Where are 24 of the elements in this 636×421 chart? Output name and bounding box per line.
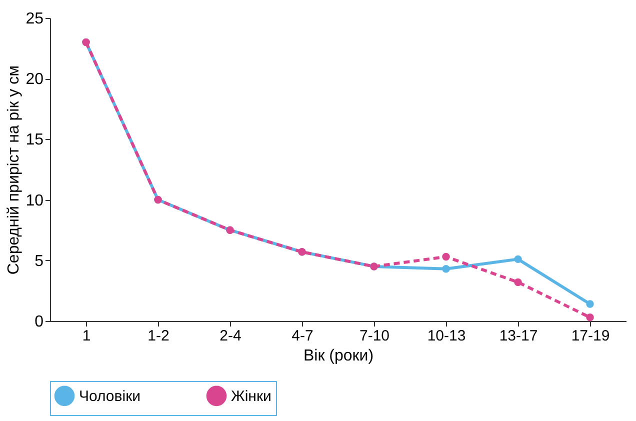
x-tick-label: 4-7 (292, 328, 314, 344)
x-tick-label: 7-10 (359, 328, 390, 344)
y-tick-label: 15 (26, 132, 44, 149)
point (442, 265, 450, 273)
x-tick-label: 10-13 (427, 328, 466, 344)
point (514, 278, 522, 286)
x-axis-title: Вік (роки) (303, 348, 374, 364)
point (442, 252, 450, 261)
y-tick-label: 25 (26, 10, 44, 28)
x-tick-label: 1 (82, 328, 91, 344)
y-tick-label: 20 (26, 71, 44, 88)
y-tick-label: 5 (34, 252, 44, 270)
x-tick-label: 1-2 (148, 328, 170, 344)
legend-label: Жінки (231, 388, 272, 405)
y-axis-title: Середній приріст на рік у см (6, 65, 23, 275)
point (586, 300, 594, 308)
x-tick-label: 17-19 (571, 328, 610, 344)
x-tick-label: 2-4 (220, 328, 242, 344)
point (514, 255, 522, 264)
point (586, 314, 594, 322)
y-tick-label: 0 (34, 314, 44, 330)
x-tick-label: 13-17 (499, 328, 538, 344)
legend-label: Чоловіки (79, 388, 141, 405)
y-tick-label: 10 (26, 192, 44, 210)
